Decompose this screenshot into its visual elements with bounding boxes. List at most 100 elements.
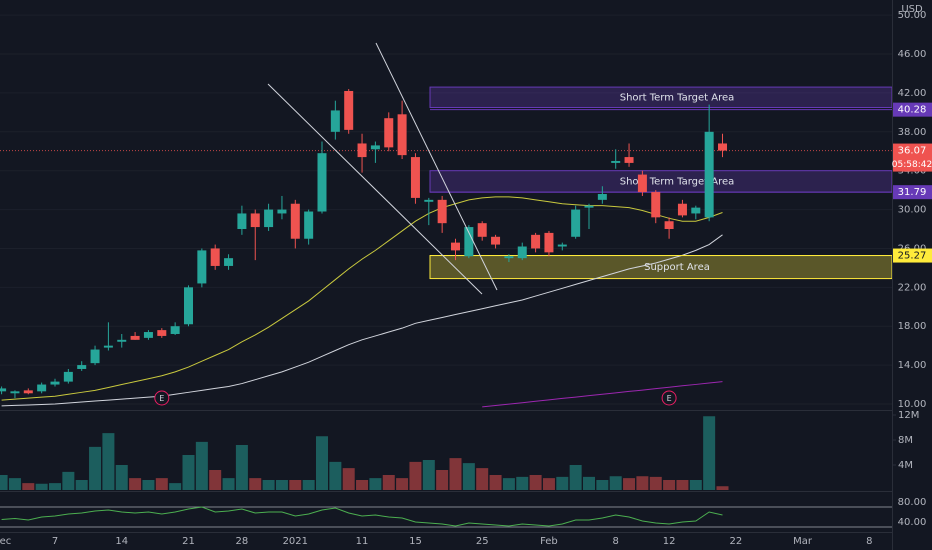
- volume-bar: [489, 475, 502, 490]
- candle-body: [637, 174, 647, 193]
- volume-bar: [689, 480, 702, 490]
- x-tick-label: 2021: [283, 536, 308, 547]
- trend-line: [375, 42, 498, 291]
- candle-body: [344, 90, 354, 130]
- volume-bar: [155, 478, 168, 490]
- drawings: [267, 42, 498, 295]
- y-tick-label: 22.00: [898, 282, 927, 293]
- volume-bar: [396, 478, 409, 490]
- candle-body: [197, 250, 207, 284]
- y-tick-label: 30.00: [898, 205, 927, 216]
- x-tick-label: 8: [613, 536, 619, 547]
- volume-bar: [62, 471, 75, 490]
- volume-bar: [289, 480, 302, 490]
- candle-body: [384, 118, 394, 148]
- candle-body: [531, 234, 541, 249]
- zone: [429, 86, 892, 109]
- x-tick-label: 8: [866, 536, 872, 547]
- y-tick-label: 18.00: [898, 321, 927, 332]
- candle-body: [571, 209, 581, 237]
- volume-bar: [316, 436, 328, 490]
- candle-body: [50, 381, 60, 385]
- zone-label: Short Term Target Area: [620, 176, 735, 187]
- volume-bar: [476, 468, 489, 490]
- moving-average: [1, 234, 723, 407]
- currency: USD: [901, 4, 923, 15]
- y-tick-label: 38.00: [898, 127, 927, 138]
- candle-body: [624, 157, 634, 163]
- candle-body: [330, 110, 340, 132]
- candle-body: [10, 391, 20, 394]
- earnings-marker: [154, 390, 170, 406]
- volume-bar: [209, 470, 222, 490]
- candle-body: [544, 232, 554, 253]
- moving-average: [482, 381, 723, 408]
- x-tick-label: 7: [52, 536, 58, 547]
- candle-body: [264, 209, 274, 228]
- y-tick-label: 4M: [898, 460, 913, 471]
- indicator-line: [1, 506, 723, 527]
- x-tick-label: 11: [356, 536, 369, 547]
- volume-bar: [623, 478, 636, 490]
- y-tick-label: 12M: [898, 410, 919, 421]
- volume-bar: [302, 480, 315, 490]
- price-label: 40.28: [898, 105, 927, 116]
- volume-bar: [142, 480, 155, 490]
- x-tick-label: 12: [663, 536, 676, 547]
- volume-bar: [115, 465, 128, 490]
- volume-bar: [329, 461, 342, 490]
- y-tick-label: 10.00: [898, 399, 927, 410]
- candle-body: [357, 143, 367, 158]
- candle-body: [691, 207, 701, 214]
- earnings-label: E: [667, 394, 672, 403]
- earnings-label: E: [159, 394, 164, 403]
- y-tick-label: 80.00: [898, 497, 927, 508]
- volume-bar: [382, 475, 395, 490]
- candle-body: [304, 211, 314, 239]
- candle-body: [397, 114, 407, 156]
- candle-body: [184, 287, 193, 325]
- candle-body: [477, 223, 487, 237]
- volume-bar: [342, 468, 355, 490]
- volume-bar: [462, 463, 475, 490]
- volume-bar: [502, 478, 515, 490]
- candle-body: [103, 345, 113, 348]
- x-tick-label: Mar: [793, 536, 813, 547]
- candle-body: [410, 157, 420, 198]
- candle-body: [664, 221, 674, 230]
- candle-body: [143, 332, 153, 338]
- volume-bar: [195, 441, 208, 490]
- candle-body: [597, 194, 607, 200]
- countdown: 05:58:42: [892, 160, 932, 170]
- volume-bar: [35, 483, 48, 490]
- x-tick-label: Feb: [540, 536, 558, 547]
- volume-bar: [676, 480, 689, 490]
- candle-body: [224, 258, 234, 266]
- plot-area: Short Term Target Area Short Term Target …: [0, 14, 892, 528]
- volume-bar: [449, 458, 462, 490]
- volume-bar: [8, 478, 21, 490]
- x-tick-label: 25: [476, 536, 489, 547]
- x-tick-label: 15: [409, 536, 422, 547]
- x-tick-label: Dec: [0, 536, 11, 547]
- axes: USD 10.0014.0018.0022.0026.0030.0034.003…: [0, 4, 932, 547]
- volume-bar: [169, 483, 182, 490]
- candle-body: [584, 205, 594, 208]
- volume-bar: [542, 478, 555, 490]
- candle-body: [370, 145, 380, 150]
- candle-body: [23, 390, 33, 394]
- price-label-box: [893, 143, 932, 172]
- volume-bar: [609, 476, 622, 490]
- price-label: 31.79: [898, 187, 927, 198]
- volume-bar: [182, 455, 195, 490]
- y-tick-label: 46.00: [898, 49, 927, 60]
- candle-body: [290, 203, 300, 239]
- candle-body: [130, 335, 140, 340]
- zone-label: Support Area: [644, 262, 710, 273]
- zone-label: Short Term Target Area: [620, 92, 735, 103]
- volume-bar: [49, 483, 61, 490]
- volume-bar: [222, 478, 235, 490]
- candle-body: [90, 349, 100, 364]
- volume-bar: [529, 475, 542, 490]
